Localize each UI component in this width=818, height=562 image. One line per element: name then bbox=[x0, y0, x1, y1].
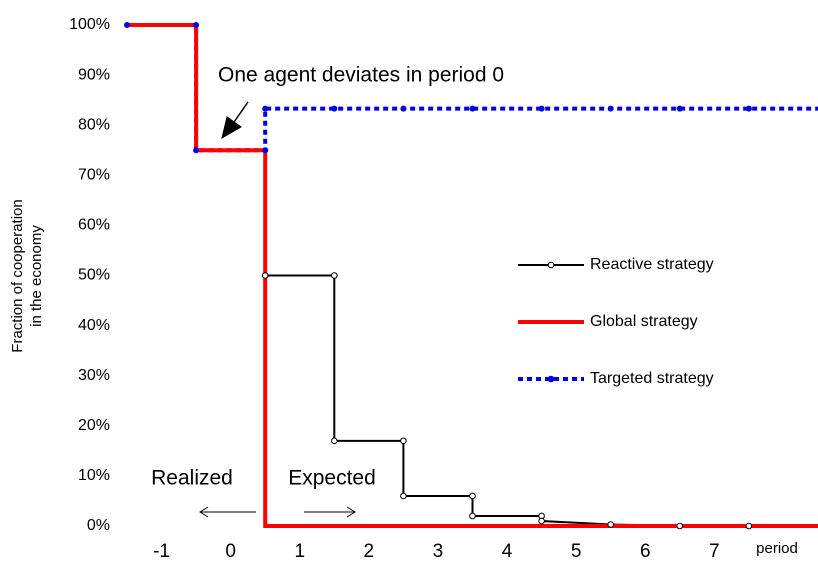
point bbox=[607, 105, 614, 112]
y-axis-label: Fraction of cooperation bbox=[9, 199, 26, 352]
point bbox=[193, 22, 200, 28]
point bbox=[676, 522, 684, 530]
x-tick-label: 6 bbox=[640, 541, 651, 562]
y-axis-label: in the economy bbox=[28, 225, 45, 327]
x-tick-label: 7 bbox=[709, 541, 720, 562]
point bbox=[607, 521, 615, 528]
y-tick-label: 70% bbox=[78, 167, 110, 184]
x-tick-label: 1 bbox=[294, 541, 305, 562]
legend-marker bbox=[547, 261, 555, 269]
legend-marker bbox=[547, 375, 555, 383]
point bbox=[262, 105, 269, 112]
x-tick-label: -1 bbox=[153, 541, 170, 562]
y-tick-label: 0% bbox=[87, 517, 110, 534]
legend-label: Global strategy bbox=[590, 313, 698, 330]
point bbox=[469, 492, 476, 500]
point bbox=[469, 512, 476, 520]
point bbox=[400, 492, 407, 500]
x-tick-label: 5 bbox=[571, 541, 582, 562]
point bbox=[538, 517, 545, 525]
point bbox=[262, 147, 269, 154]
arrows bbox=[199, 101, 356, 518]
x-tick-label: 3 bbox=[433, 541, 444, 562]
point bbox=[538, 105, 545, 112]
point bbox=[745, 522, 753, 530]
y-tick-label: 10% bbox=[78, 467, 110, 484]
series-line bbox=[127, 23, 818, 528]
x-axis-label: period bbox=[756, 540, 798, 557]
point bbox=[676, 105, 683, 112]
y-tick-label: 60% bbox=[78, 217, 110, 234]
annotation: One agent deviates in period 0 bbox=[218, 64, 504, 87]
legend-label: Targeted strategy bbox=[590, 370, 714, 387]
x-tick-label: 0 bbox=[225, 541, 236, 562]
point bbox=[193, 147, 200, 154]
y-tick-label: 40% bbox=[78, 317, 110, 334]
legend-label: Reactive strategy bbox=[590, 256, 714, 273]
annotation: Realized bbox=[151, 467, 233, 490]
point bbox=[400, 437, 407, 445]
point bbox=[331, 437, 338, 445]
y-tick-label: 80% bbox=[78, 116, 110, 133]
point bbox=[400, 105, 407, 112]
point bbox=[261, 272, 269, 279]
point bbox=[745, 105, 752, 112]
y-tick-label: 30% bbox=[78, 367, 110, 384]
x-tick-label: 4 bbox=[502, 541, 513, 562]
y-tick-label: 50% bbox=[78, 267, 110, 284]
y-tick-label: 100% bbox=[69, 16, 110, 33]
y-tick-label: 20% bbox=[78, 417, 110, 434]
y-tick-label: 90% bbox=[78, 66, 110, 83]
point bbox=[124, 22, 130, 28]
point bbox=[469, 105, 476, 112]
x-tick-label: 2 bbox=[364, 541, 375, 562]
point bbox=[331, 272, 338, 279]
annotation: Expected bbox=[288, 467, 376, 490]
point bbox=[331, 105, 338, 112]
